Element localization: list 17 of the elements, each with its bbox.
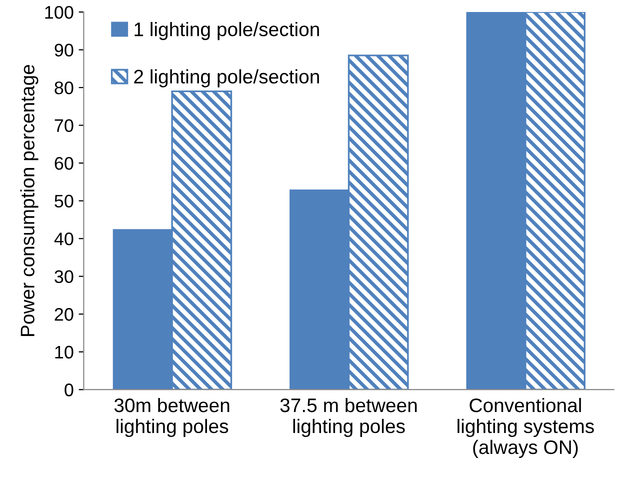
y-tick-label: 0 (64, 384, 74, 396)
y-tick-label: 20 (54, 308, 74, 321)
y-tick-label: 100 (45, 6, 74, 19)
y-tick-label: 70 (54, 119, 74, 132)
y-tick-label: 50 (54, 194, 74, 208)
x-tick-label: 30m between lighting poles (114, 398, 230, 438)
legend-label: 2 lighting pole/section (134, 69, 319, 88)
x-tick-label: Conventional lighting systems (always ON) (458, 398, 594, 458)
y-tick-label: 80 (54, 81, 74, 94)
y-axis-title: Power consumption percentage (20, 64, 38, 336)
y-tick-label: 90 (54, 44, 74, 57)
y-tick-label: 10 (55, 346, 74, 359)
x-tick-label: 37.5 m between lighting poles (280, 398, 417, 438)
y-tick-label: 60 (54, 156, 74, 170)
y-tick-label: 30 (54, 270, 74, 284)
y-tick-label: 40 (54, 232, 74, 246)
legend-label: 1 lighting pole/section (134, 22, 319, 40)
